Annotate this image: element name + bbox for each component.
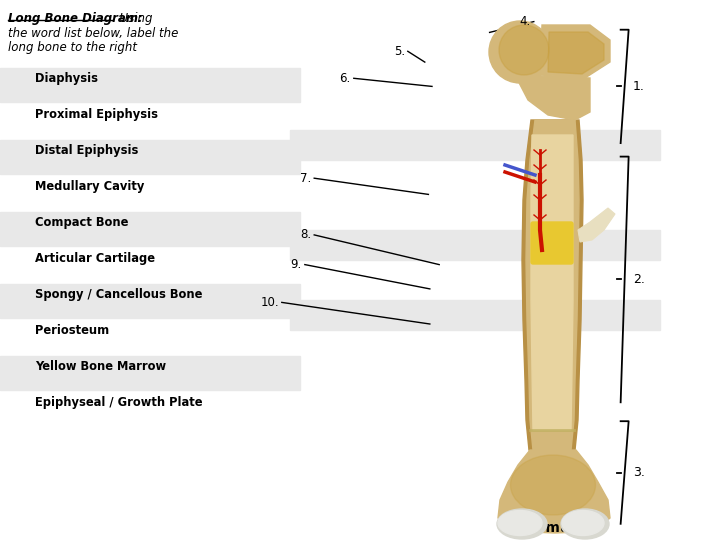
Ellipse shape (561, 509, 609, 539)
Text: 3.: 3. (633, 466, 644, 479)
Polygon shape (522, 120, 583, 450)
Text: Long Bone Diagram:: Long Bone Diagram: (8, 12, 143, 25)
Bar (0, 284, 300, 318)
Text: Compact Bone: Compact Bone (35, 216, 128, 229)
Polygon shape (531, 135, 573, 430)
Bar (0, 212, 300, 246)
Ellipse shape (497, 509, 547, 539)
Ellipse shape (498, 510, 542, 536)
Text: 7.: 7. (300, 172, 311, 185)
Text: the word list below, label the: the word list below, label the (8, 27, 179, 40)
Bar (0, 356, 300, 390)
Text: Periosteum: Periosteum (35, 324, 109, 337)
Ellipse shape (489, 21, 551, 83)
Text: Distal Epiphysis: Distal Epiphysis (35, 144, 138, 157)
Text: Using: Using (112, 12, 153, 25)
Polygon shape (526, 120, 579, 450)
Ellipse shape (510, 455, 595, 515)
Text: 10.: 10. (260, 296, 279, 309)
Ellipse shape (562, 510, 604, 536)
Text: long bone to the right: long bone to the right (8, 41, 137, 54)
Text: Yellow Bone Marrow: Yellow Bone Marrow (35, 360, 166, 373)
Bar (290, 230, 660, 260)
Text: 8.: 8. (300, 228, 311, 241)
Polygon shape (540, 25, 610, 78)
Text: 4.: 4. (520, 15, 531, 28)
Polygon shape (578, 208, 615, 242)
Text: Proximal Epiphysis: Proximal Epiphysis (35, 108, 158, 121)
Bar (0, 140, 300, 174)
Text: 2.: 2. (633, 273, 644, 286)
Text: Femur: Femur (528, 521, 578, 535)
Bar (290, 300, 660, 330)
Text: Diaphysis: Diaphysis (35, 72, 98, 85)
Polygon shape (498, 450, 610, 533)
Text: 6.: 6. (340, 72, 351, 85)
FancyBboxPatch shape (531, 222, 573, 264)
Text: 5.: 5. (394, 45, 405, 58)
Text: 9.: 9. (291, 258, 302, 271)
Polygon shape (548, 32, 604, 74)
Ellipse shape (499, 25, 549, 75)
Bar (290, 130, 660, 160)
Text: Articular Cartilage: Articular Cartilage (35, 252, 155, 265)
Text: Epiphyseal / Growth Plate: Epiphyseal / Growth Plate (35, 396, 202, 409)
Text: Medullary Cavity: Medullary Cavity (35, 180, 145, 193)
Polygon shape (515, 75, 590, 120)
Text: Spongy / Cancellous Bone: Spongy / Cancellous Bone (35, 288, 202, 301)
Text: 1.: 1. (633, 80, 644, 93)
Bar (0, 68, 300, 102)
